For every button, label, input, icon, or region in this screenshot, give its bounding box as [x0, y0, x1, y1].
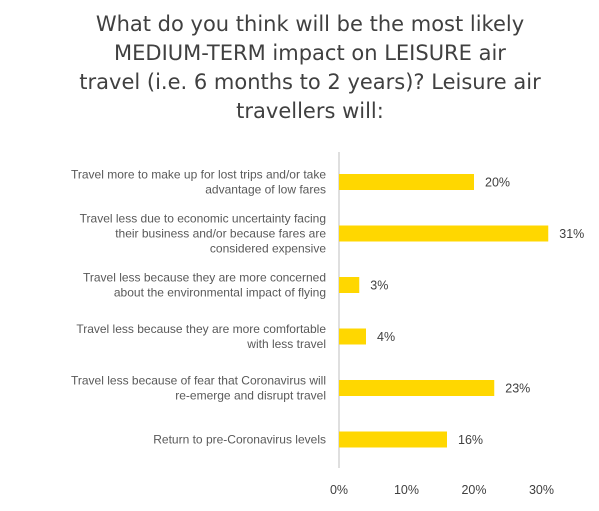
bar-3: [339, 328, 366, 345]
category-label-1: Travel less due to economic uncertainty …: [80, 212, 327, 256]
category-label-0: Travel more to make up for lost trips an…: [71, 168, 326, 197]
category-label-line: Travel less because they are more comfor…: [76, 322, 326, 336]
value-label-2: 3%: [370, 279, 388, 293]
category-label-line: with less travel: [246, 337, 326, 351]
category-label-line: advantage of low fares: [205, 183, 326, 197]
value-label-5: 16%: [458, 433, 483, 447]
category-label-line: Travel more to make up for lost trips an…: [71, 168, 326, 182]
x-tick-labels: 0% 10% 20% 30%: [330, 483, 554, 497]
value-label-1: 31%: [559, 227, 584, 241]
category-label-line: Travel less because of fear that Coronav…: [71, 374, 326, 388]
bar-1: [339, 225, 549, 242]
bar-0: [339, 174, 474, 190]
x-tick-label-2: 20%: [461, 483, 486, 497]
value-label-3: 4%: [377, 330, 395, 344]
category-label-2: Travel less because they are more concer…: [83, 271, 326, 300]
x-tick-label-1: 10%: [394, 483, 419, 497]
category-label-line: their business and/or because fares are: [115, 227, 326, 241]
category-labels: Travel more to make up for lost trips an…: [71, 168, 326, 447]
bar-4: [339, 380, 495, 396]
bars: [339, 174, 549, 448]
category-label-line: re-emerge and disrupt travel: [175, 389, 326, 403]
category-label-line: Travel less because they are more concer…: [83, 271, 326, 285]
category-label-3: Travel less because they are more comfor…: [76, 322, 326, 351]
x-tick-label-3: 30%: [529, 483, 554, 497]
category-label-line: Travel less due to economic uncertainty …: [80, 212, 326, 226]
bar-2: [339, 277, 360, 293]
value-label-0: 20%: [485, 176, 510, 190]
bar-5: [339, 431, 447, 448]
category-label-line: Return to pre-Coronavirus levels: [153, 433, 326, 447]
category-label-4: Travel less because of fear that Coronav…: [71, 374, 326, 403]
category-label-line: about the environmental impact of flying: [114, 286, 326, 300]
chart-title: What do you think will be the most likel…: [79, 12, 541, 123]
x-tick-label-0: 0%: [330, 483, 348, 497]
value-label-4: 23%: [505, 382, 530, 396]
value-labels: 20% 31% 3% 4% 23% 16%: [370, 176, 584, 448]
category-label-5: Return to pre-Coronavirus levels: [153, 433, 326, 447]
category-label-line: considered expensive: [210, 242, 326, 256]
